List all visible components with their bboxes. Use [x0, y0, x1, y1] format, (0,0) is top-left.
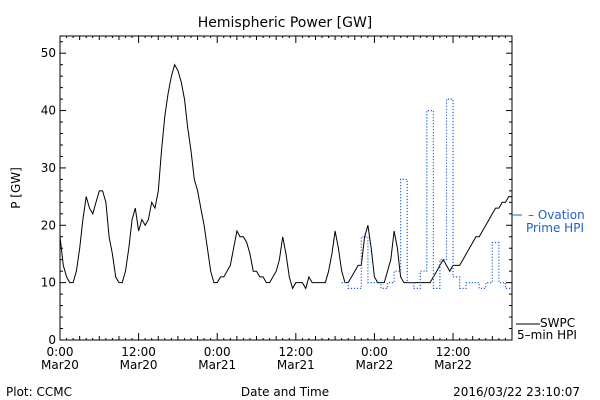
- legend-swpc-line2: 5–min HPI: [517, 328, 577, 342]
- legend: – Ovation Prime HPI SWPC 5–min HPI: [512, 208, 585, 342]
- x-tick-date-label: Mar21: [198, 358, 236, 372]
- y-tick-label: 0: [48, 333, 56, 347]
- x-tick-date-label: Mar20: [41, 358, 79, 372]
- legend-swpc-line1: SWPC: [540, 316, 575, 330]
- chart-title: Hemispheric Power [GW]: [198, 15, 373, 31]
- x-tick-time-label: 0:00: [361, 345, 388, 359]
- x-tick-time-label: 12:00: [436, 345, 471, 359]
- x-tick-date-label: Mar20: [120, 358, 158, 372]
- footer-left: Plot: CCMC: [6, 385, 72, 399]
- series-line-ovation: [341, 98, 512, 289]
- x-axis-label: Date and Time: [241, 385, 329, 399]
- footer-right: 2016/03/22 23:10:07: [453, 385, 580, 399]
- x-tick-date-label: Mar22: [434, 358, 472, 372]
- legend-ovation-line2: Prime HPI: [526, 221, 584, 235]
- y-tick-label: 50: [41, 46, 56, 60]
- series-layer: [59, 63, 512, 290]
- legend-ovation-line1: – Ovation: [528, 208, 585, 222]
- x-tick-time-label: 0:00: [204, 345, 231, 359]
- x-tick-time-label: 12:00: [279, 345, 314, 359]
- y-tick-label: 10: [41, 276, 56, 290]
- y-axis-label: P [GW]: [9, 167, 23, 209]
- y-tick-label: 20: [41, 218, 56, 232]
- y-axis-ticks: 0 10 20 30 40 50: [41, 41, 512, 347]
- x-tick-date-label: Mar22: [355, 358, 393, 372]
- plot-frame: [59, 35, 513, 341]
- y-tick-label: 40: [41, 104, 56, 118]
- x-axis-ticks: 0:00Mar2012:00Mar200:00Mar2112:00Mar210:…: [41, 36, 513, 372]
- series-line-swpc: [59, 63, 512, 290]
- x-tick-date-label: Mar21: [277, 358, 315, 372]
- y-tick-label: 30: [41, 161, 56, 175]
- x-tick-time-label: 0:00: [47, 345, 74, 359]
- x-tick-time-label: 12:00: [121, 345, 156, 359]
